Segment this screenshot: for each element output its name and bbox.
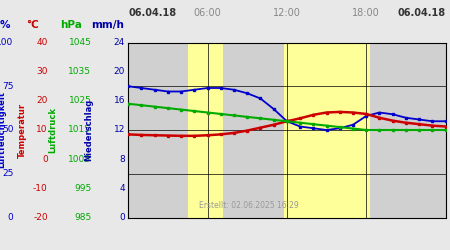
Text: 985: 985 <box>74 213 91 222</box>
Text: Luftfeuchtigkeit: Luftfeuchtigkeit <box>0 92 7 168</box>
Text: 4: 4 <box>120 184 125 193</box>
Text: 24: 24 <box>114 38 125 47</box>
Text: 995: 995 <box>74 184 91 193</box>
Text: Niederschlag: Niederschlag <box>85 99 94 161</box>
Text: 06.04.18: 06.04.18 <box>397 8 446 18</box>
Text: 40: 40 <box>36 38 48 47</box>
Text: °C: °C <box>27 20 39 30</box>
Text: 1045: 1045 <box>68 38 91 47</box>
Text: 12: 12 <box>114 126 125 134</box>
Text: %: % <box>0 20 10 30</box>
Text: 75: 75 <box>2 82 14 91</box>
Text: 18:00: 18:00 <box>352 8 380 18</box>
Text: 20: 20 <box>114 67 125 76</box>
Text: 06.04.18: 06.04.18 <box>128 8 176 18</box>
Text: -10: -10 <box>33 184 48 193</box>
Text: 8: 8 <box>119 155 125 164</box>
Text: 20: 20 <box>36 96 48 105</box>
Text: 1015: 1015 <box>68 126 91 134</box>
Text: 12:00: 12:00 <box>273 8 301 18</box>
Text: Erstellt: 02.06.2025 16:29: Erstellt: 02.06.2025 16:29 <box>199 202 299 210</box>
Text: 06:00: 06:00 <box>194 8 221 18</box>
Text: 0: 0 <box>119 213 125 222</box>
Text: 16: 16 <box>113 96 125 105</box>
Text: Luftdruck: Luftdruck <box>49 107 58 153</box>
Text: 25: 25 <box>2 169 13 178</box>
Text: Temperatur: Temperatur <box>18 102 27 158</box>
Text: 1025: 1025 <box>68 96 91 105</box>
Text: -20: -20 <box>33 213 48 222</box>
Text: hPa: hPa <box>60 20 82 30</box>
Text: 100: 100 <box>0 38 14 47</box>
Bar <box>284 42 370 218</box>
Text: 0: 0 <box>8 213 14 222</box>
Text: 50: 50 <box>2 126 14 134</box>
Bar <box>188 42 224 218</box>
Text: mm/h: mm/h <box>91 20 125 30</box>
Text: 10: 10 <box>36 126 48 134</box>
Text: 30: 30 <box>36 67 48 76</box>
Text: 0: 0 <box>42 155 48 164</box>
Text: 1005: 1005 <box>68 155 91 164</box>
Text: 1035: 1035 <box>68 67 91 76</box>
